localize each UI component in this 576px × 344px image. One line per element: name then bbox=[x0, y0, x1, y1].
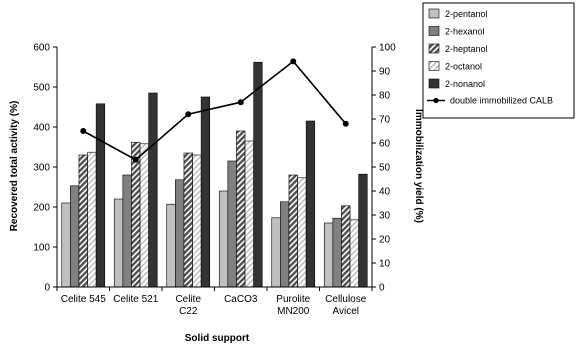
bar-2-hexanol-4 bbox=[280, 201, 290, 288]
legend-label-line: double immobilized CALB bbox=[450, 96, 553, 106]
bar-2-octanol-4 bbox=[297, 177, 307, 288]
series-line-double-immobilized bbox=[82, 60, 347, 161]
axes: 0 100 200 300 400 500 600 0 10 20 30 40 50 60 70 80 90 10… bbox=[33, 43, 396, 318]
legend-swatch-2-pentanol bbox=[428, 8, 440, 19]
bar-2-hexanol-3 bbox=[227, 160, 237, 288]
y2-tick-label-0: 0 bbox=[379, 283, 385, 294]
line-layer bbox=[80, 58, 349, 163]
bar-2-pentanol-2 bbox=[166, 203, 176, 288]
y-tick-label-0: 0 bbox=[44, 283, 50, 294]
bar-2-pentanol-5 bbox=[323, 222, 334, 288]
bar-2-octanol-2 bbox=[192, 154, 202, 288]
y2-tick-label-10: 10 bbox=[379, 259, 391, 270]
legend-box bbox=[422, 2, 575, 119]
y2-tick-label-40: 40 bbox=[379, 187, 391, 198]
bar-2-hexanol-5 bbox=[332, 217, 342, 288]
x-tick-label-4: Purolite MN200 bbox=[276, 294, 310, 317]
legend-label-2-hexanol: 2-hexanol bbox=[445, 27, 485, 37]
y2-tick-label-30: 30 bbox=[379, 211, 391, 222]
legend-swatch-2-heptanol bbox=[428, 43, 440, 54]
legend-line-marker bbox=[433, 97, 439, 104]
bar-2-pentanol-1 bbox=[113, 198, 124, 288]
bar-2-pentanol-4 bbox=[271, 217, 281, 288]
y-tick-label-600: 600 bbox=[33, 43, 50, 54]
bar-2-octanol-3 bbox=[244, 140, 254, 288]
bar-2-heptanol-4 bbox=[288, 174, 298, 288]
bar-2-nonanol-2 bbox=[200, 96, 211, 288]
bar-2-hexanol-1 bbox=[122, 174, 132, 288]
bar-2-pentanol-3 bbox=[218, 190, 229, 288]
y2-tick-label-80: 80 bbox=[379, 91, 391, 102]
y2-tick-label-60: 60 bbox=[379, 139, 391, 150]
line-point-5 bbox=[342, 120, 349, 127]
line-point-4 bbox=[290, 58, 297, 65]
legend-label-2-octanol: 2-octanol bbox=[445, 62, 482, 72]
x-tick-label-5: Cellulose Avicel bbox=[325, 294, 367, 317]
bar-2-hexanol-2 bbox=[175, 179, 185, 288]
y-tick-label-400: 400 bbox=[33, 123, 50, 134]
legend-label-2-pentanol: 2-pentanol bbox=[445, 9, 488, 19]
line-point-3 bbox=[237, 99, 244, 106]
line-point-0 bbox=[80, 128, 87, 134]
y-tick-label-100: 100 bbox=[33, 243, 50, 254]
y-tick-label-500: 500 bbox=[33, 83, 50, 94]
legend: 2-pentanol 2-hexanol 2-heptanol 2-octanol 2-… bbox=[422, 2, 575, 119]
bar-2-octanol-1 bbox=[139, 143, 149, 288]
bar-2-heptanol-3 bbox=[236, 130, 246, 288]
y-tick-label-200: 200 bbox=[33, 203, 50, 214]
y2-tick-label-90: 90 bbox=[379, 67, 391, 78]
x-tick-label-0: Celite 545 bbox=[61, 294, 106, 305]
y-tick-label-300: 300 bbox=[33, 163, 50, 174]
y2-axis-title: Immobilization yield (%) bbox=[413, 109, 424, 223]
bar-2-heptanol-0 bbox=[78, 154, 88, 288]
line-point-2 bbox=[185, 111, 192, 118]
bar-2-nonanol-0 bbox=[95, 103, 106, 288]
legend-label-2-nonanol: 2-nonanol bbox=[445, 79, 485, 89]
legend-swatch-2-octanol bbox=[428, 61, 440, 71]
x-tick-label-3: CaCO3 bbox=[224, 294, 258, 305]
bar-2-octanol-0 bbox=[87, 151, 97, 288]
y-axis-title: Recovered total activity (%) bbox=[9, 101, 20, 232]
x-tick-label-1: Celite 521 bbox=[113, 294, 158, 305]
bar-2-nonanol-1 bbox=[148, 92, 158, 288]
legend-swatch-2-hexanol bbox=[428, 26, 440, 36]
bar-2-pentanol-0 bbox=[61, 202, 71, 288]
y2-tick-label-70: 70 bbox=[379, 115, 391, 126]
y2-tick-label-100: 100 bbox=[379, 43, 396, 54]
legend-swatch-2-nonanol bbox=[428, 78, 440, 89]
legend-label-2-heptanol: 2-heptanol bbox=[445, 44, 488, 54]
x-axis-title: Solid support bbox=[185, 333, 250, 344]
y2-tick-label-50: 50 bbox=[379, 163, 391, 174]
bar-2-nonanol-5 bbox=[358, 173, 368, 288]
line-point-1 bbox=[132, 156, 139, 163]
bars bbox=[61, 61, 368, 288]
bar-2-heptanol-2 bbox=[183, 152, 193, 288]
y2-tick-label-20: 20 bbox=[379, 235, 391, 246]
x-tick-label-2: Celite C22 bbox=[175, 294, 201, 317]
bar-2-heptanol-5 bbox=[341, 205, 351, 288]
bar-2-heptanol-1 bbox=[131, 141, 141, 288]
bar-2-nonanol-4 bbox=[305, 120, 316, 288]
bar-2-octanol-5 bbox=[349, 219, 359, 288]
bar-2-hexanol-0 bbox=[70, 185, 80, 288]
bar-2-nonanol-3 bbox=[253, 61, 263, 288]
